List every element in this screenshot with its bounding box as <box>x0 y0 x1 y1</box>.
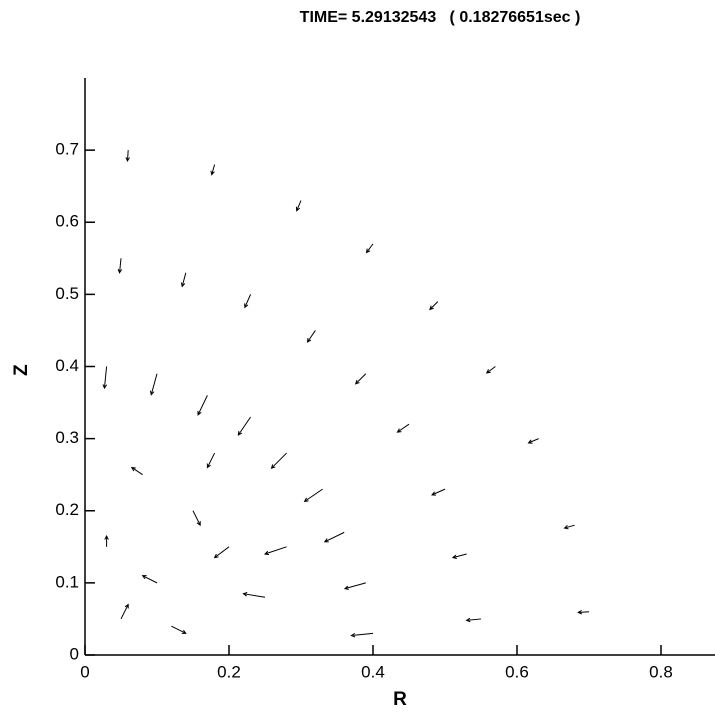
vector-arrow <box>485 366 496 374</box>
vector-arrow <box>431 488 446 496</box>
vector-arrow <box>104 534 109 547</box>
x-tick-label: 0.6 <box>505 662 529 681</box>
y-tick-label: 0.1 <box>55 572 79 591</box>
vector-arrow <box>149 373 158 396</box>
vector-arrow <box>197 395 208 416</box>
vector-arrow <box>244 294 252 309</box>
vector-arrow <box>295 200 302 212</box>
vector-arrow <box>125 150 130 163</box>
vector-arrow <box>102 366 108 390</box>
y-tick-label: 0.7 <box>55 140 79 159</box>
y-tick-label: 0.4 <box>55 356 79 375</box>
vector-arrow <box>350 632 374 638</box>
y-tick-label: 0.6 <box>55 212 79 231</box>
y-tick-label: 0.5 <box>55 284 79 303</box>
vector-arrow <box>323 531 345 543</box>
chart-title: TIME= 5.29132543 ( 0.18276651sec ) <box>300 9 581 26</box>
x-tick-label: 0.4 <box>361 662 385 681</box>
vector-arrow <box>237 416 252 436</box>
vector-arrow <box>451 553 467 559</box>
vector-arrow <box>130 466 143 476</box>
y-tick-label: 0.2 <box>55 500 79 519</box>
vector-arrow <box>354 373 367 385</box>
x-tick-label: 0 <box>80 662 89 681</box>
vector-arrow <box>527 438 539 444</box>
y-axis-label: Z <box>11 364 32 376</box>
vector-arrow <box>365 243 374 254</box>
vector-arrow <box>270 452 287 469</box>
x-axis-label: R <box>393 689 407 710</box>
x-tick-label: 0.8 <box>649 662 673 681</box>
vector-arrow <box>263 546 287 556</box>
vector-arrow <box>192 510 201 527</box>
y-tick-label: 0 <box>70 644 79 663</box>
vector-arrow <box>242 592 266 598</box>
x-tick-label: 0.2 <box>217 662 241 681</box>
vector-arrow <box>306 330 316 343</box>
vector-arrow <box>465 617 482 623</box>
vector-arrow <box>180 272 187 288</box>
vector-arrow <box>120 603 129 620</box>
vector-arrow <box>303 488 323 502</box>
vector-arrow <box>171 625 187 634</box>
vector-arrow <box>577 609 590 615</box>
vector-arrow <box>117 258 123 274</box>
vector-arrow <box>206 452 216 469</box>
vector-arrow <box>343 582 366 590</box>
vector-arrow <box>141 575 158 584</box>
vector-arrow <box>396 423 410 433</box>
vector-arrow <box>213 546 230 559</box>
vector-arrow <box>210 164 216 176</box>
y-tick-label: 0.3 <box>55 428 79 447</box>
vector-arrow <box>429 301 439 311</box>
vector-arrow <box>563 524 575 530</box>
